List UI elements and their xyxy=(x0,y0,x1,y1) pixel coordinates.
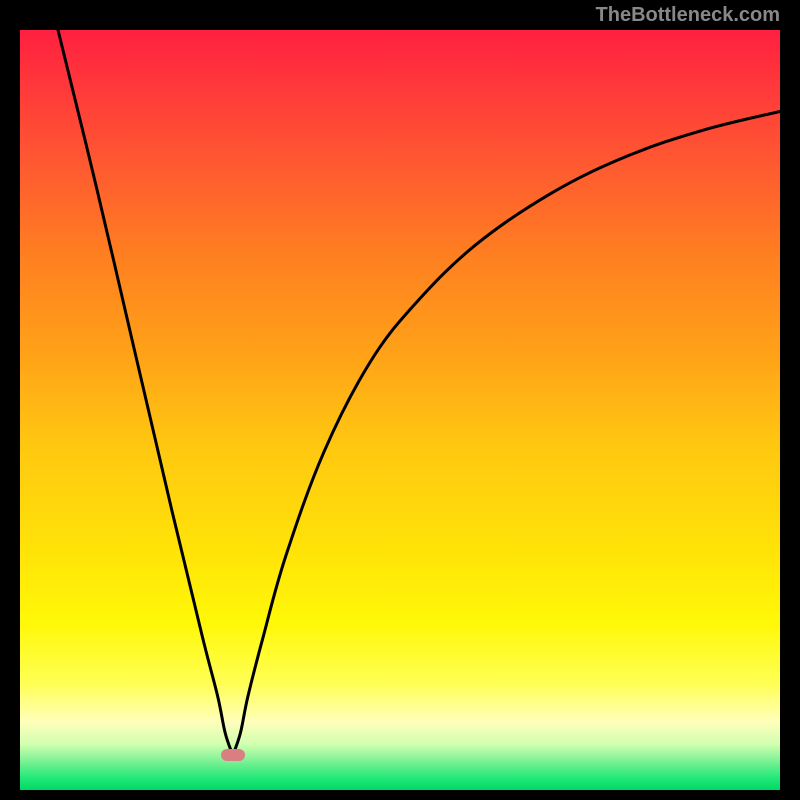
watermark-text: TheBottleneck.com xyxy=(596,4,780,27)
chart-minimum-marker xyxy=(221,749,245,761)
chart-plot-area xyxy=(20,30,780,770)
chart-curve xyxy=(20,30,780,770)
